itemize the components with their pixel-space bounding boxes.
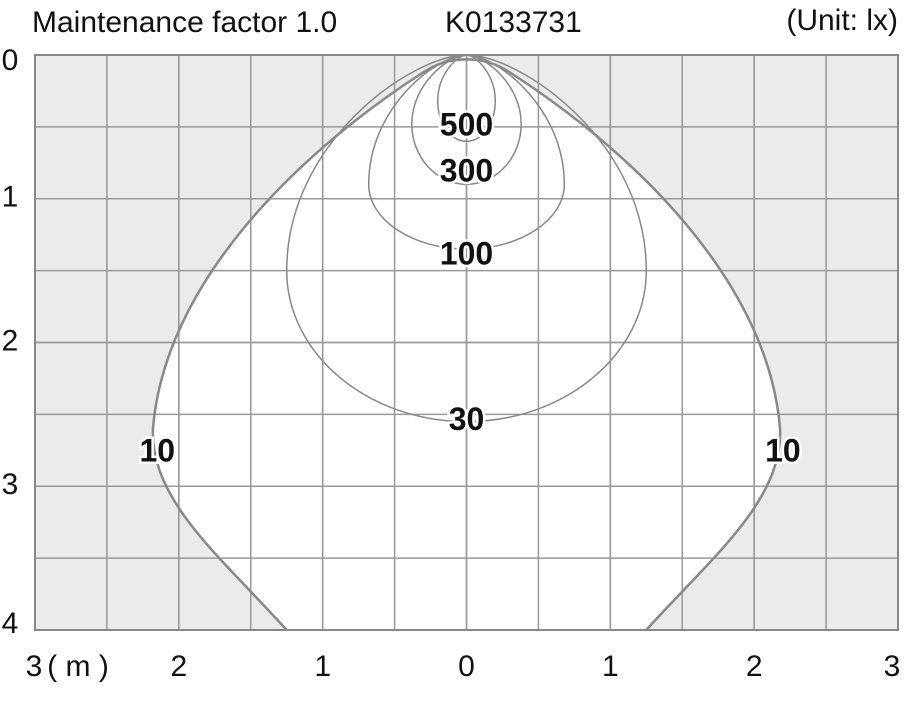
contour-label: 10	[139, 433, 175, 469]
contour-label: 10	[765, 433, 801, 469]
contour-line	[285, 54, 648, 423]
x-axis-label: ( m )	[47, 650, 109, 683]
x-tick-label: 2	[746, 650, 763, 683]
contour-line	[367, 54, 566, 250]
contour-line	[151, 58, 782, 631]
unit-label: (Unit: lx)	[786, 4, 898, 37]
x-tick-label: 2	[170, 650, 187, 683]
y-tick-label: 0	[2, 44, 19, 77]
chart-subtitle: K0133731	[445, 6, 582, 39]
contour-label: 300	[440, 152, 493, 188]
y-tick-label: 2	[2, 324, 19, 357]
contour-label: 100	[440, 236, 493, 272]
contour-label: 500	[440, 106, 493, 142]
x-tick-label: 3	[26, 650, 43, 683]
y-tick-label: 1	[2, 181, 19, 214]
x-tick-label: 1	[602, 650, 619, 683]
contour-line	[411, 54, 522, 186]
chart-title: Maintenance factor 1.0	[32, 6, 337, 39]
x-tick-label: 3	[884, 650, 901, 683]
x-tick-label: 0	[458, 650, 475, 683]
y-tick-label: 4	[2, 607, 19, 640]
contour-line	[436, 54, 497, 143]
contour-label: 30	[449, 401, 485, 437]
y-tick-label: 3	[2, 468, 19, 501]
x-tick-label: 1	[314, 650, 331, 683]
